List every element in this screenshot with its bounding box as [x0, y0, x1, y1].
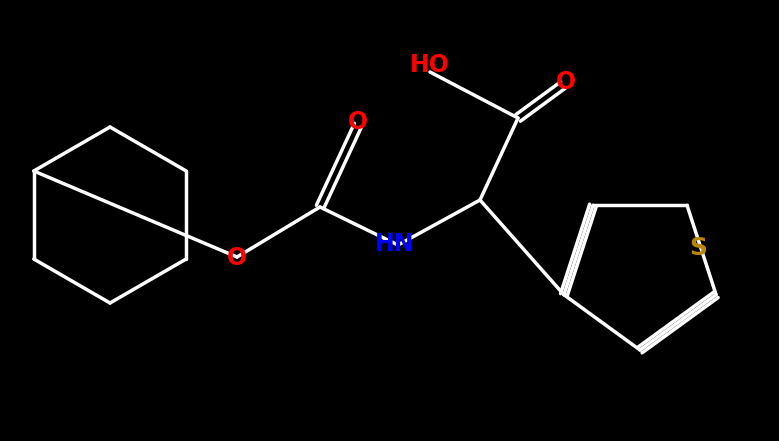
- Text: O: O: [348, 110, 368, 134]
- Text: HN: HN: [375, 232, 414, 256]
- Text: HO: HO: [410, 53, 450, 77]
- Text: O: O: [227, 246, 247, 270]
- Text: S: S: [689, 236, 707, 260]
- Text: O: O: [556, 70, 576, 94]
